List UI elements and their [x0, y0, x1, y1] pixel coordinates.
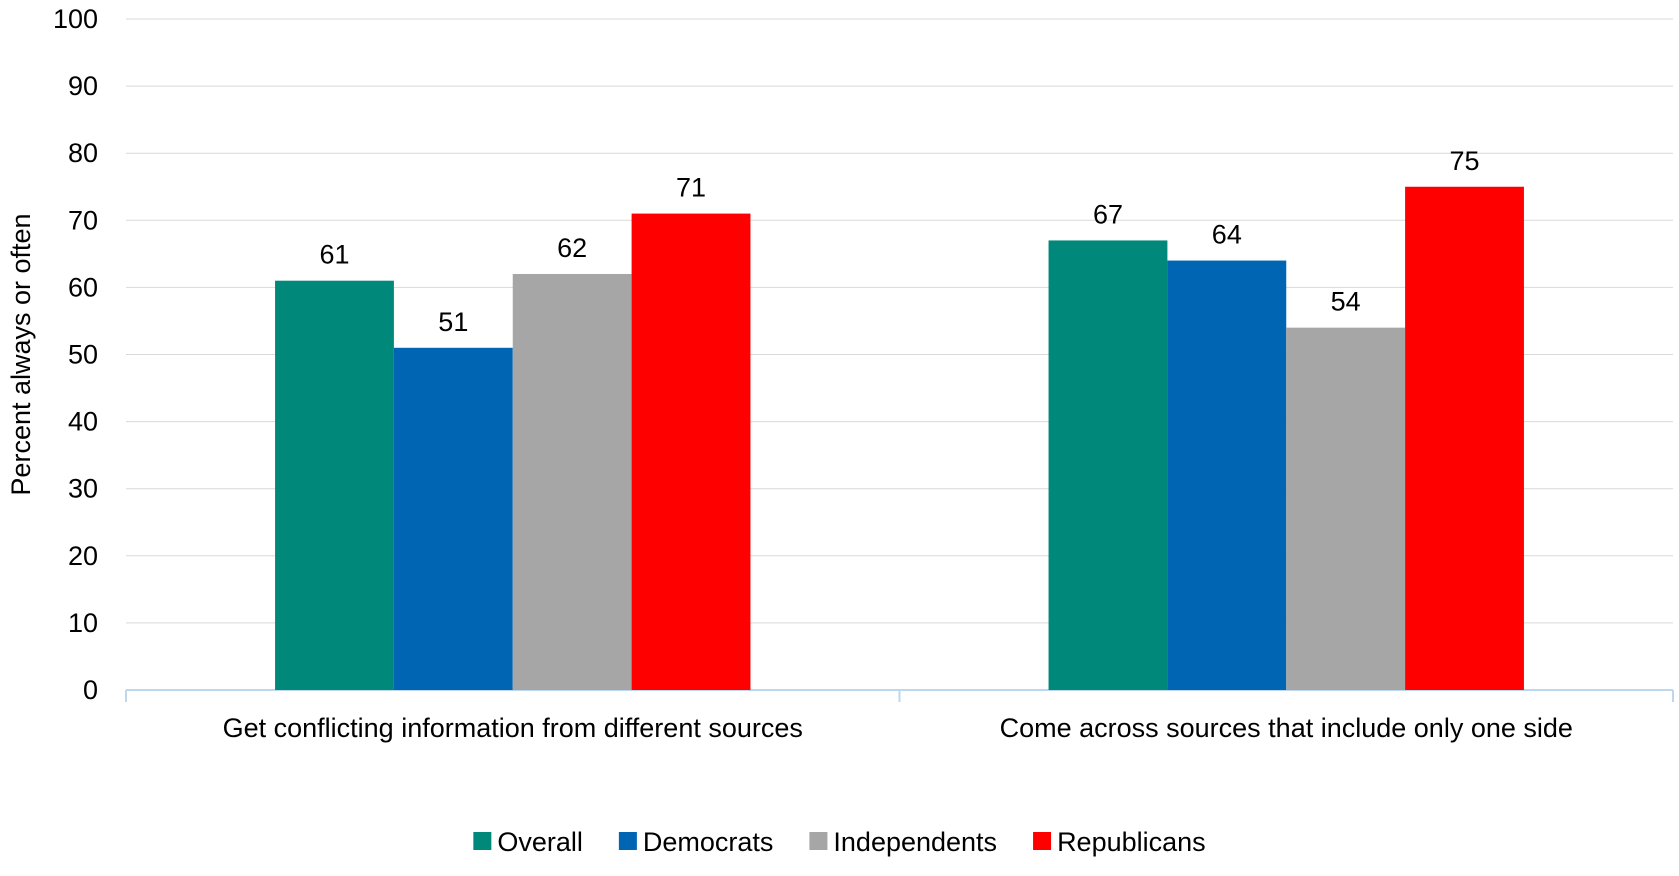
legend-swatch-democrats — [618, 832, 637, 850]
y-tick-label: 60 — [68, 272, 98, 302]
y-axis-title: Percent always or often — [6, 213, 36, 495]
y-tick-label: 40 — [68, 407, 98, 437]
bar-overall — [1048, 240, 1168, 690]
legend-label: Independents — [833, 827, 997, 857]
bar-overall — [275, 280, 394, 690]
y-tick-label: 100 — [53, 4, 98, 34]
bar-democrats — [1167, 260, 1287, 690]
y-tick-label: 10 — [68, 608, 98, 638]
legend-label: Overall — [497, 827, 583, 857]
bar-republicans — [631, 213, 751, 690]
data-label: 67 — [1093, 199, 1123, 229]
legend-swatch-overall — [473, 832, 492, 850]
y-tick-label: 20 — [68, 541, 98, 571]
bar-republicans — [1405, 186, 1524, 690]
data-label: 71 — [676, 173, 706, 203]
legend-swatch-republicans — [1033, 832, 1052, 850]
bar-independents — [512, 273, 632, 690]
data-label: 75 — [1449, 146, 1479, 176]
data-label: 51 — [438, 307, 468, 337]
x-category-label: Get conflicting information from differe… — [223, 713, 803, 743]
legend-label: Republicans — [1057, 827, 1206, 857]
data-label: 62 — [557, 233, 587, 263]
legend-swatch-independents — [809, 832, 828, 850]
y-tick-label: 90 — [68, 71, 98, 101]
bar-independents — [1286, 327, 1406, 690]
legend-label: Democrats — [643, 827, 774, 857]
y-tick-label: 30 — [68, 474, 98, 504]
bars — [275, 186, 1524, 690]
data-label: 61 — [319, 240, 349, 270]
y-tick-label: 50 — [68, 340, 98, 370]
x-category-label: Come across sources that include only on… — [1000, 713, 1573, 743]
y-tick-label: 80 — [68, 138, 98, 168]
data-label: 64 — [1212, 220, 1242, 250]
y-tick-label: 70 — [68, 205, 98, 235]
bar-democrats — [393, 347, 513, 690]
y-tick-label: 0 — [83, 675, 98, 705]
data-labels: 61 51 62 71 67 64 54 75 — [319, 146, 1479, 337]
axes: 0 10 20 30 40 50 60 70 80 90 100 Percent always or … — [6, 4, 1674, 743]
data-label: 54 — [1331, 287, 1361, 317]
legend: Overall Democrats Independents Republicans — [473, 827, 1206, 857]
